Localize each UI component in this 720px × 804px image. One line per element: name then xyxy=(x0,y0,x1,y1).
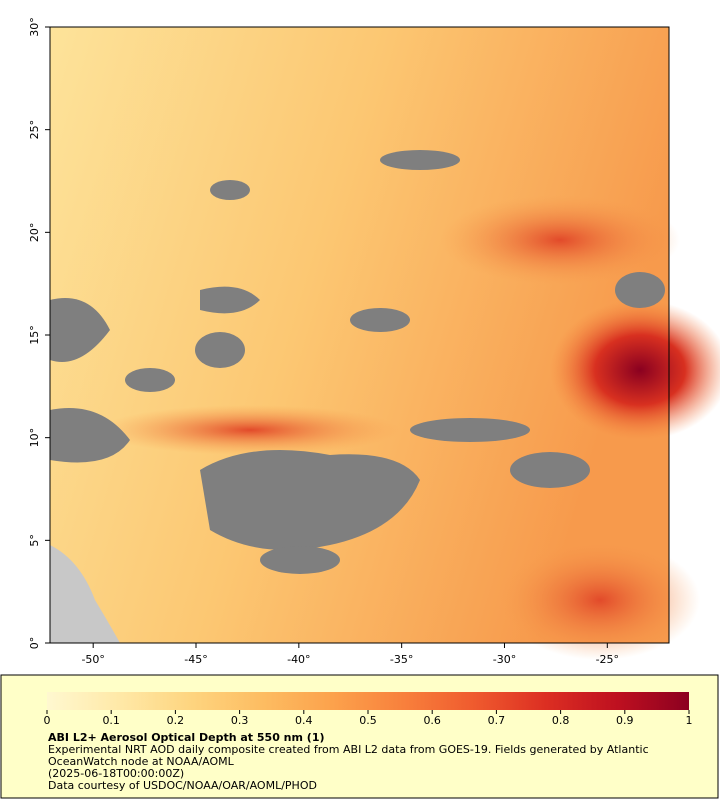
colorbar-tick-label: 0.7 xyxy=(488,714,506,727)
x-tick-label: -40° xyxy=(287,653,310,666)
legend-title: ABI L2+ Aerosol Optical Depth at 550 nm … xyxy=(48,731,325,744)
y-tick-label: 20° xyxy=(28,223,41,243)
colorbar xyxy=(47,692,689,710)
y-tick-label: 0° xyxy=(28,637,41,650)
y-tick-label: 25° xyxy=(28,120,41,140)
legend-note: (2025-06-18T00:00:00Z) xyxy=(48,767,184,780)
colorbar-tick-label: 0 xyxy=(44,714,51,727)
y-tick-label: 5° xyxy=(28,534,41,547)
x-tick-label: -35° xyxy=(390,653,413,666)
x-tick-label: -25° xyxy=(596,653,619,666)
colorbar-tick-label: 0.3 xyxy=(231,714,249,727)
legend-note: Experimental NRT AOD daily composite cre… xyxy=(48,743,649,756)
colorbar-tick-label: 0.1 xyxy=(102,714,120,727)
colorbar-tick-label: 0.4 xyxy=(295,714,313,727)
colorbar-tick-label: 0.2 xyxy=(167,714,185,727)
y-tick-label: 30° xyxy=(28,17,41,37)
y-tick-label: 15° xyxy=(28,325,41,345)
map-image xyxy=(50,27,720,660)
colorbar-tick-label: 0.9 xyxy=(616,714,634,727)
colorbar-tick-label: 0.8 xyxy=(552,714,570,727)
x-tick-label: -50° xyxy=(81,653,104,666)
x-tick-label: -30° xyxy=(493,653,516,666)
legend-note: OceanWatch node at NOAA/AOML xyxy=(48,755,235,768)
x-tick-label: -45° xyxy=(184,653,207,666)
legend-note: Data courtesy of USDOC/NOAA/OAR/AOML/PHO… xyxy=(48,779,317,792)
colorbar-tick-label: 0.5 xyxy=(359,714,377,727)
y-tick-label: 10° xyxy=(28,428,41,448)
colorbar-tick-label: 1 xyxy=(686,714,693,727)
colorbar-tick-label: 0.6 xyxy=(423,714,441,727)
